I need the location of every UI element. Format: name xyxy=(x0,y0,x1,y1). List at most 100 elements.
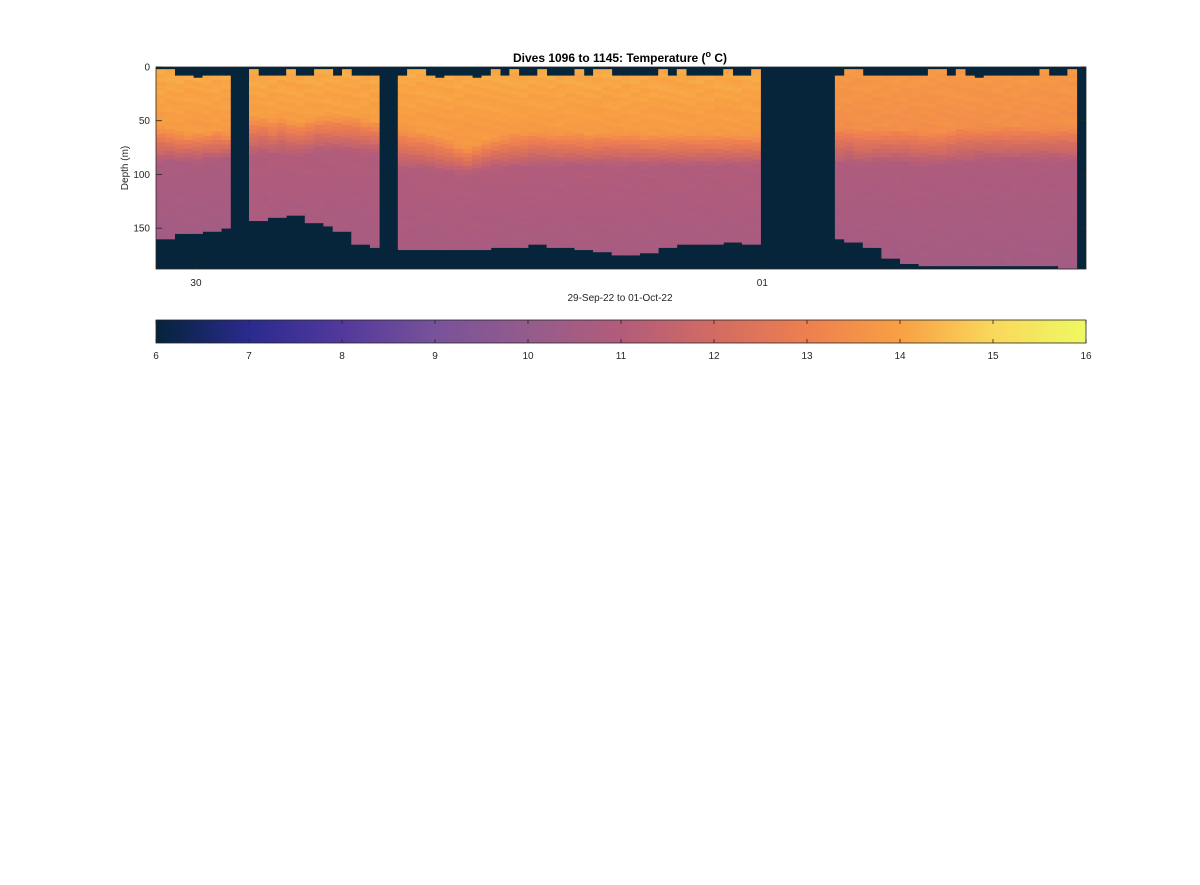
heatmap-cell xyxy=(974,159,985,165)
heatmap-cell xyxy=(332,213,343,218)
heatmap-cell xyxy=(611,221,622,227)
heatmap-cell xyxy=(500,195,510,201)
heatmap-cell xyxy=(444,127,454,132)
heatmap-cell xyxy=(583,221,594,227)
heatmap-cell xyxy=(472,206,482,212)
heatmap-cell xyxy=(546,183,557,188)
heatmap-cell xyxy=(900,178,910,184)
heatmap-cell xyxy=(481,122,492,128)
heatmap-cell xyxy=(909,144,919,150)
heatmap-cell xyxy=(1058,260,1068,266)
heatmap-cell xyxy=(676,133,687,139)
heatmap-cell xyxy=(165,77,175,83)
heatmap-cell xyxy=(751,103,761,109)
heatmap-cell xyxy=(583,105,594,111)
dive-column xyxy=(481,75,492,251)
heatmap-cell xyxy=(1002,213,1012,218)
heatmap-cell xyxy=(258,217,268,222)
heatmap-cell xyxy=(537,206,547,212)
heatmap-cell xyxy=(435,176,445,182)
heatmap-cell xyxy=(881,256,892,259)
dive-column xyxy=(574,69,585,251)
heatmap-cell xyxy=(528,84,538,89)
heatmap-cell xyxy=(304,109,315,115)
heatmap-cell xyxy=(853,232,864,238)
heatmap-cell xyxy=(695,208,706,214)
heatmap-cell xyxy=(927,103,938,109)
heatmap-cell xyxy=(518,187,529,193)
heatmap-cell xyxy=(955,180,966,186)
heatmap-cell xyxy=(704,165,715,171)
heatmap-cell xyxy=(342,90,352,96)
heatmap-cell xyxy=(723,82,733,87)
heatmap-cell xyxy=(714,200,724,205)
heatmap-cell xyxy=(993,127,1003,132)
heatmap-cell xyxy=(574,232,585,238)
heatmap-cell xyxy=(1020,217,1031,223)
heatmap-cell xyxy=(1020,170,1031,175)
heatmap-cell xyxy=(444,174,454,180)
heatmap-cell xyxy=(202,157,213,162)
heatmap-cell xyxy=(890,157,901,162)
heatmap-cell xyxy=(360,161,371,167)
heatmap-cell xyxy=(1039,219,1050,225)
heatmap-cell xyxy=(360,204,371,210)
heatmap-cell xyxy=(704,170,715,175)
heatmap-cell xyxy=(927,172,938,177)
heatmap-cell xyxy=(267,101,278,107)
heatmap-cell xyxy=(900,131,910,137)
heatmap-cell xyxy=(165,133,175,139)
heatmap-cell xyxy=(565,101,575,107)
heatmap-cell xyxy=(267,178,278,184)
dive-column xyxy=(360,75,371,245)
heatmap-cell xyxy=(286,69,296,74)
heatmap-cell xyxy=(918,187,929,193)
heatmap-cell xyxy=(397,247,408,251)
heatmap-cell xyxy=(435,223,445,229)
heatmap-cell xyxy=(518,79,529,85)
heatmap-cell xyxy=(872,75,882,81)
heatmap-cell xyxy=(853,215,864,220)
heatmap-cell xyxy=(955,176,966,182)
heatmap-cell xyxy=(974,189,985,195)
heatmap-cell xyxy=(630,161,640,167)
heatmap-cell xyxy=(648,178,659,184)
heatmap-cell xyxy=(853,107,864,113)
heatmap-cell xyxy=(918,105,929,111)
heatmap-cell xyxy=(295,101,306,107)
heatmap-cell xyxy=(332,152,343,158)
heatmap-cell xyxy=(156,137,166,143)
heatmap-cell xyxy=(602,150,613,156)
heatmap-cell xyxy=(1002,226,1012,231)
heatmap-cell xyxy=(1048,92,1059,98)
heatmap-cell xyxy=(658,193,668,199)
heatmap-cell xyxy=(909,84,919,89)
heatmap-cell xyxy=(834,79,845,85)
heatmap-cell xyxy=(351,118,361,124)
heatmap-cell xyxy=(611,105,622,111)
heatmap-cell xyxy=(1020,161,1031,167)
heatmap-cell xyxy=(853,172,864,177)
heatmap-cell xyxy=(732,118,743,124)
heatmap-cell xyxy=(462,200,473,205)
heatmap-cell xyxy=(844,172,854,177)
heatmap-cell xyxy=(630,152,640,158)
heatmap-cell xyxy=(481,140,492,145)
heatmap-cell xyxy=(332,135,343,141)
heatmap-cell xyxy=(267,88,278,94)
heatmap-cell xyxy=(500,144,510,150)
heatmap-cell xyxy=(444,247,454,251)
heatmap-cell xyxy=(955,99,966,104)
heatmap-cell xyxy=(174,105,185,111)
heatmap-cell xyxy=(1020,109,1031,115)
heatmap-cell xyxy=(937,215,947,220)
heatmap-cell xyxy=(1002,256,1012,261)
heatmap-cell xyxy=(509,146,520,152)
heatmap-cell xyxy=(732,92,743,98)
heatmap-cell xyxy=(500,230,510,236)
heatmap-cell xyxy=(872,131,882,137)
heatmap-cell xyxy=(630,131,640,137)
heatmap-cell xyxy=(853,163,864,169)
heatmap-cell xyxy=(983,152,994,158)
heatmap-cell xyxy=(276,118,287,124)
